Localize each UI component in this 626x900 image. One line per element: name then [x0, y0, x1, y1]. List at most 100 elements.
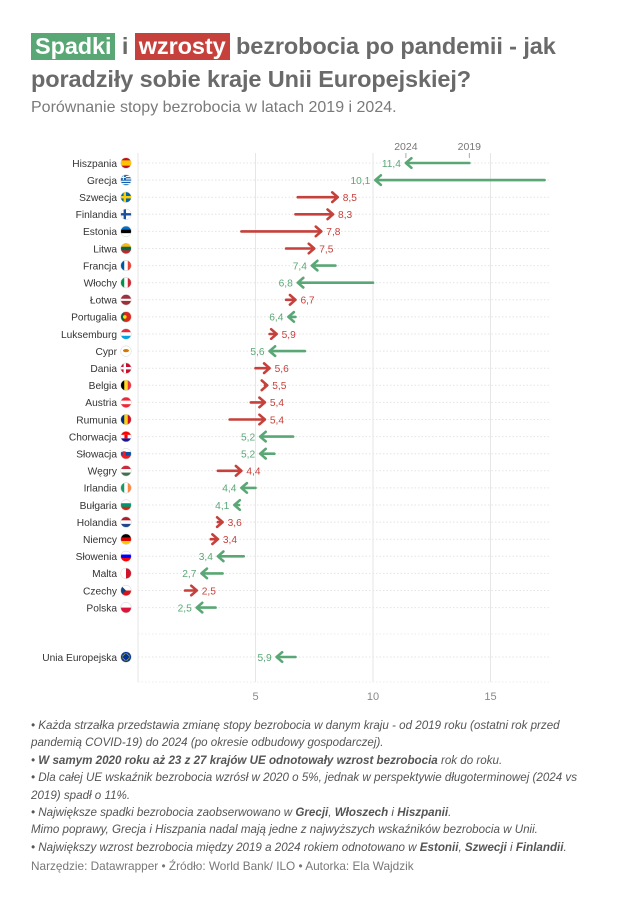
country-row-9: Łotwa 6,7 [90, 293, 550, 307]
value-label-12: 5,6 [250, 347, 264, 358]
flag-es-icon [120, 157, 132, 169]
country-label: Estonia [83, 227, 117, 238]
country-row-5: Estonia 7,8 [83, 225, 550, 238]
arrow-chart: 5 10 15 2024 2019 Hiszpania 11,4 Grecja 10,1 Szwe… [42, 141, 550, 703]
arrow-head-2 [374, 174, 383, 187]
value-label-16: 5,4 [270, 415, 284, 426]
flag-dk-icon [120, 362, 132, 374]
note-4: • Największe spadki bezrobocia zaobserwo… [31, 806, 452, 820]
arrow-head-19 [234, 464, 243, 477]
value-label-19: 4,4 [246, 467, 260, 478]
country-label: Słowacja [76, 450, 117, 461]
country-label: Niemcy [83, 535, 118, 546]
arrow-head-21 [233, 498, 242, 512]
value-label-11: 5,9 [282, 330, 296, 341]
country-row-27: Polska 2,5 [86, 601, 550, 614]
arrow-head-11 [269, 327, 278, 341]
note-2: • W samym 2020 roku aż 23 z 27 krajów UE… [31, 753, 503, 767]
country-label: Finlandia [76, 210, 118, 221]
country-row-14: Belgia 5,5 [89, 379, 550, 392]
value-label-23: 3,4 [223, 535, 237, 546]
chart-title: Spadki i wzrosty bezrobocia po pandemii … [31, 30, 601, 96]
country-label: Grecja [87, 176, 117, 187]
arrow-head-5 [314, 225, 323, 238]
flag-pt-icon [120, 311, 132, 323]
title-connector: i [115, 33, 135, 59]
flag-hu-icon [120, 465, 132, 477]
flag-se-icon [120, 191, 132, 203]
flag-gr-icon [120, 174, 132, 186]
country-row-13: Dania 5,6 [90, 362, 550, 375]
legend-start-label: 2019 [458, 141, 482, 153]
country-label: Austria [85, 398, 117, 409]
country-label: Rumunia [76, 415, 117, 426]
country-label: Dania [90, 364, 117, 375]
value-label-24: 3,4 [199, 552, 213, 563]
x-tick-label-5: 5 [252, 691, 258, 703]
value-label-eu: 5,9 [257, 653, 271, 664]
country-label: Szwecja [79, 193, 117, 204]
flag-hr-icon [120, 431, 132, 442]
country-row-4: Finlandia 8,3 [76, 208, 550, 221]
country-label: Polska [86, 603, 117, 614]
arrow-head-23 [211, 533, 220, 546]
value-label-3: 8,5 [343, 193, 357, 204]
country-label: Luksemburg [61, 330, 117, 341]
country-label: Belgia [89, 381, 118, 392]
x-tick-label-15: 15 [484, 691, 496, 703]
country-label: Chorwacja [69, 432, 117, 443]
country-label: Włochy [84, 279, 118, 290]
country-row-19: Węgry 4,4 [88, 464, 550, 478]
flag-be-icon [120, 380, 132, 391]
eu-row: Unia Europejska 5,9 [42, 650, 550, 664]
title-rest: bezrobocia po pandemii - jak poradziły s… [31, 33, 556, 92]
country-label: Malta [92, 569, 117, 580]
arrow-head-4 [326, 208, 335, 221]
value-label-21: 4,1 [215, 501, 229, 512]
country-label: Słowenia [76, 552, 118, 563]
flag-si-icon [120, 551, 132, 562]
arrow-head-7 [310, 259, 319, 272]
flag-fi-icon [120, 209, 132, 220]
flag-cy-icon [120, 345, 132, 357]
arrow-head-10 [287, 310, 296, 324]
flag-nl-icon [120, 516, 132, 528]
flag-bg-icon [120, 499, 132, 511]
value-label-4: 8,3 [338, 210, 352, 221]
chart-footer: Narzędzie: Datawrapper • Źródło: World B… [31, 859, 414, 873]
country-row-2: Grecja 10,1 [87, 174, 550, 187]
arrow-head-16 [258, 413, 267, 426]
value-label-10: 6,4 [269, 313, 283, 324]
country-label: Bułgaria [80, 501, 118, 512]
value-label-2: 10,1 [351, 176, 371, 187]
country-label: Irlandia [84, 484, 118, 495]
arrow-head-eu [275, 650, 284, 664]
note-3: • Dla całej UE wskaźnik bezrobocia wzrós… [31, 771, 577, 802]
value-label-8: 6,8 [279, 279, 293, 290]
country-row-7: Francja 7,4 [83, 259, 550, 272]
value-label-18: 5,2 [241, 450, 255, 461]
country-row-24: Słowenia 3,4 [76, 550, 550, 563]
value-label-1: 11,4 [382, 159, 401, 170]
country-row-3: Szwecja 8,5 [79, 191, 550, 204]
country-row-25: Malta 2,7 [92, 567, 550, 580]
arrow-head-24 [216, 550, 225, 563]
country-row-23: Niemcy 3,4 [83, 533, 550, 546]
arrow-head-26 [189, 584, 199, 597]
arrow-head-12 [268, 344, 277, 358]
arrow-head-20 [240, 481, 249, 495]
flag-fr-icon [120, 260, 132, 271]
country-label: Holandia [77, 518, 118, 529]
country-row-11: Luksemburg 5,9 [61, 327, 550, 341]
country-row-1: Hiszpania 11,4 [72, 156, 550, 170]
title-word-decrease: Spadki [31, 33, 116, 60]
flag-pl-icon [120, 602, 132, 613]
note-1: • Każda strzałka przedstawia zmianę stop… [31, 719, 560, 750]
flag-lu-icon [120, 328, 132, 340]
country-row-15: Austria 5,4 [85, 396, 550, 409]
chart-subtitle: Porównanie stopy bezrobocia w latach 201… [31, 99, 397, 116]
flag-lt-icon [120, 243, 132, 254]
arrow-head-8 [296, 276, 305, 289]
country-label: Węgry [88, 467, 118, 478]
flag-de-icon [120, 533, 132, 545]
